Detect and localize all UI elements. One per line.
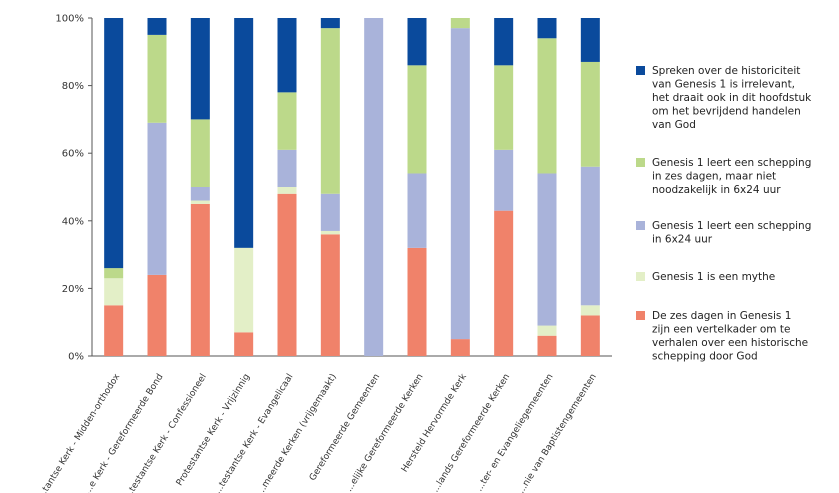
- bar-segment: [580, 166, 600, 306]
- bar-segment: [147, 274, 167, 356]
- y-tick-label: 100%: [55, 14, 84, 25]
- x-tick-label: ...elijke Gereformeerde Kerken: [344, 372, 425, 493]
- x-tick-label: ...testantse Kerk - Confessioneel: [123, 372, 209, 493]
- legend-swatch: [636, 158, 645, 167]
- bar-segment: [407, 173, 427, 248]
- bar-segment: [104, 268, 124, 279]
- y-tick-label: 80%: [62, 81, 84, 92]
- bar-segment: [494, 65, 514, 150]
- legend-label: noodzakelijk in 6x24 uur: [652, 184, 781, 196]
- bar-segment: [190, 18, 210, 120]
- bar-segment: [580, 18, 600, 62]
- y-tick-label: 40%: [62, 216, 84, 227]
- bar-segment: [147, 18, 167, 35]
- legend-label: in 6x24 uur: [652, 234, 713, 246]
- bar-segment: [277, 92, 297, 150]
- legend-swatch: [636, 221, 645, 230]
- bar-segment: [407, 18, 427, 66]
- bar-segment: [234, 247, 254, 333]
- bar-segment: [537, 335, 557, 356]
- bar-segment: [537, 173, 557, 326]
- bar-segment: [450, 339, 470, 356]
- bar-segment: [494, 149, 514, 211]
- bar-segment: [320, 230, 340, 235]
- x-tick-label: ...meerde Kerken (vrijgemaakt): [256, 372, 339, 493]
- x-tick-label: ...ter- en Evangeliegemeenten: [475, 372, 556, 493]
- legend-label: van God: [652, 119, 696, 131]
- x-tick-label: ...lands Gereformeerde Kerken: [431, 372, 512, 493]
- bar-segment: [494, 18, 514, 66]
- legend-label: verhalen over een historische: [652, 337, 808, 349]
- legend-label: van Genesis 1 is irrelevant,: [652, 79, 795, 91]
- bar-segment: [537, 325, 557, 336]
- bar-segment: [234, 332, 254, 356]
- bar-segment: [277, 18, 297, 93]
- bar-segment: [407, 65, 427, 174]
- bar-segment: [320, 234, 340, 356]
- bar-segment: [320, 193, 340, 231]
- bar-segment: [320, 28, 340, 194]
- bar-segment: [537, 38, 557, 174]
- legend-label: Genesis 1 leert een schepping: [652, 157, 811, 169]
- legend-label: in zes dagen, maar niet: [652, 171, 776, 183]
- bar-segment: [580, 315, 600, 356]
- x-axis-labels: ...tantse Kerk - Midden-orthodox...e Ker…: [37, 372, 599, 493]
- bar-segment: [407, 247, 427, 356]
- chart-legend: Spreken over de historiciteit van Genesis…: [636, 65, 812, 363]
- legend-swatch: [636, 311, 645, 320]
- y-tick-label: 0%: [68, 352, 84, 363]
- bar-segment: [147, 34, 167, 123]
- bar-segment: [104, 305, 124, 356]
- x-tick-label: ...nie van Baptistengemeenten: [517, 372, 599, 493]
- legend-label: Spreken over de historiciteit: [652, 65, 800, 77]
- bar-segment: [450, 28, 470, 340]
- x-tick-label: ...testantse Kerk - Evangelicaal: [213, 372, 295, 493]
- bar-segment: [147, 122, 167, 275]
- bar-segment: [277, 187, 297, 194]
- bar-segment: [580, 305, 600, 316]
- bar-segment: [190, 187, 210, 201]
- bar-segment: [494, 210, 514, 356]
- bar-segment: [190, 119, 210, 187]
- legend-label: De zes dagen in Genesis 1: [652, 310, 791, 322]
- bar-segment: [537, 18, 557, 39]
- legend-label: om het bevrijdend handelen: [652, 106, 801, 118]
- legend-label: schepping door God: [652, 351, 758, 363]
- x-tick-label: ...e Kerk - Gereformeerde Bond: [83, 372, 166, 493]
- y-tick-label: 60%: [62, 149, 84, 160]
- legend-swatch: [636, 272, 645, 281]
- bar-segment: [277, 193, 297, 356]
- bar-segment: [364, 18, 384, 356]
- bar-segment: [450, 18, 470, 29]
- bar-segment: [277, 149, 297, 187]
- x-tick-label: Protestantse Kerk - Vrijzinnig: [175, 372, 252, 488]
- y-tick-label: 20%: [62, 284, 84, 295]
- bar-segment: [190, 203, 210, 356]
- bar-segment: [580, 61, 600, 167]
- legend-label: Genesis 1 leert een schepping: [652, 220, 811, 232]
- legend-swatch: [636, 66, 645, 75]
- chart-bars: [104, 18, 600, 356]
- x-tick-label: ...tantse Kerk - Midden-orthodox: [37, 372, 123, 493]
- chart-axes: 0% 20% 40% 60% 80% 100%: [55, 14, 612, 363]
- bar-segment: [190, 200, 210, 204]
- bar-segment: [104, 278, 124, 306]
- legend-label: het draait ook in dit hoofdstuk: [652, 92, 812, 104]
- legend-label: Genesis 1 is een mythe: [652, 271, 775, 283]
- legend-label: zijn een vertelkader om te: [652, 324, 790, 336]
- bar-segment: [104, 18, 124, 269]
- bar-segment: [320, 18, 340, 29]
- bar-segment: [234, 18, 254, 248]
